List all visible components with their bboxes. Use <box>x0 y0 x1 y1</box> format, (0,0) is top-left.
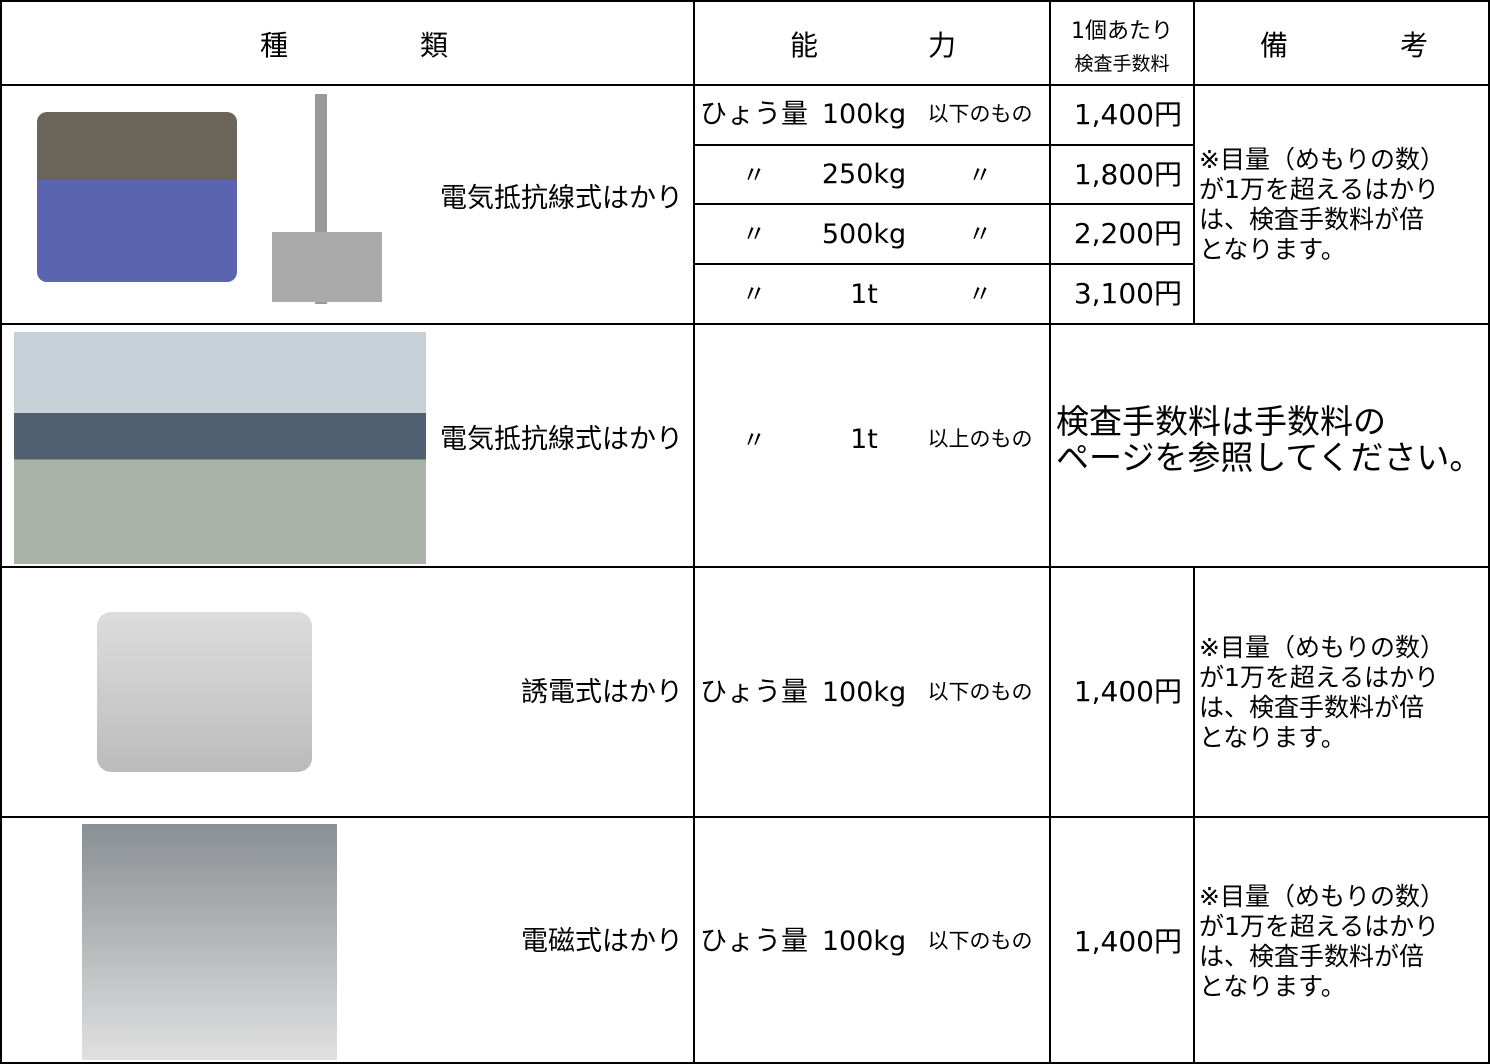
header-cell: 種 <box>259 29 289 62</box>
note-text: 検査手数料は手数料の <box>1056 402 1386 441</box>
capacity-text: ひょう量 <box>700 926 808 957</box>
rule <box>2 566 1488 568</box>
note-text: ページを参照してください。 <box>1056 438 1483 477</box>
capacity-text: 〃 <box>968 280 992 309</box>
capacity-text: 250kg <box>821 159 907 191</box>
rule <box>694 263 1194 265</box>
rule <box>2 84 1488 86</box>
rule <box>693 2 695 1062</box>
product-image <box>97 612 312 772</box>
capacity-text: ひょう量 <box>700 99 808 131</box>
fee: 1,800円 <box>1073 157 1182 191</box>
type-label: 電気抵抗線式はかり <box>440 424 683 455</box>
note-text: となります。 <box>1199 235 1346 264</box>
product-image <box>272 232 382 302</box>
note-text: が1万を超えるはかり <box>1199 175 1440 204</box>
header-cell: 備 <box>1259 29 1289 62</box>
rule <box>694 144 1194 146</box>
capacity-text: 〃 <box>742 220 766 249</box>
header-cell: 力 <box>927 29 957 62</box>
fee: 3,100円 <box>1073 277 1182 311</box>
note-text: は、検査手数料が倍 <box>1199 692 1425 722</box>
capacity-text: 500kg <box>821 218 907 250</box>
header-cell: 考 <box>1399 29 1429 62</box>
fee: 1,400円 <box>1073 97 1182 131</box>
capacity-text: 100kg <box>821 99 907 131</box>
header-cell: 1個あたり <box>1071 19 1173 44</box>
capacity-text: 以下のもの <box>927 679 1033 704</box>
note-text: となります。 <box>1199 722 1346 752</box>
product-image <box>82 824 337 1060</box>
note-text: は、検査手数料が倍 <box>1199 942 1425 971</box>
capacity-text: 〃 <box>968 160 992 189</box>
capacity-text: ひょう量 <box>700 676 808 708</box>
type-label: 誘電式はかり <box>521 676 683 708</box>
product-image <box>37 112 237 282</box>
capacity-text: 以下のもの <box>927 102 1033 127</box>
note-text: ※目量（めもりの数） <box>1199 145 1445 174</box>
capacity-text: 1t <box>850 424 878 455</box>
capacity-text: 以下のもの <box>927 929 1033 953</box>
header-cell: 能 <box>789 29 819 62</box>
product-image <box>14 332 426 564</box>
rule <box>2 323 1488 325</box>
fee: 1,400円 <box>1073 924 1182 958</box>
capacity-text: 〃 <box>742 280 766 309</box>
capacity-text: 〃 <box>742 425 766 454</box>
rule <box>694 203 1194 205</box>
type-label: 電気抵抗線式はかり <box>440 183 683 214</box>
note-text: が1万を超えるはかり <box>1199 912 1440 941</box>
note-text: ※目量（めもりの数） <box>1199 632 1445 662</box>
capacity-text: 〃 <box>742 160 766 189</box>
rule <box>1193 567 1195 1062</box>
capacity-text: 1t <box>850 278 878 310</box>
rule <box>1049 2 1051 1062</box>
fee: 2,200円 <box>1073 217 1182 251</box>
rule <box>2 816 1488 818</box>
capacity-text: 100kg <box>821 676 907 708</box>
header-cell: 検査手数料 <box>1074 52 1170 75</box>
note-text: は、検査手数料が倍 <box>1199 205 1425 234</box>
capacity-text: 以上のもの <box>927 427 1033 451</box>
type-label: 電磁式はかり <box>521 926 683 957</box>
capacity-text: 100kg <box>821 926 907 957</box>
fee: 1,400円 <box>1073 675 1182 708</box>
note-text: が1万を超えるはかり <box>1199 662 1440 692</box>
rule <box>1193 2 1195 324</box>
capacity-text: 〃 <box>968 220 992 249</box>
note-text: ※目量（めもりの数） <box>1199 882 1445 911</box>
header-cell: 類 <box>419 29 449 62</box>
note-text: となります。 <box>1199 972 1346 1001</box>
